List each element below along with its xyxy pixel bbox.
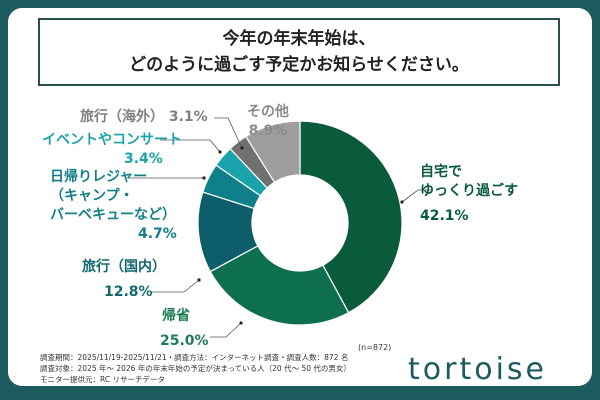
value-dayleisure: 4.7% xyxy=(138,226,177,242)
title-line-2: どのように過ごす予定かお知らせください。 xyxy=(129,55,469,75)
label-overseas-line1: 旅行（海外） xyxy=(80,109,164,125)
note-period: 調査期間：2025/11/19-2025/11/21・調査方法：インターネット調… xyxy=(40,353,349,362)
value-other: 8.9% xyxy=(248,123,288,139)
label-event-line1: イベントやコンサート xyxy=(42,132,182,148)
note-provider: モニター提供元：RC リサーチデータ xyxy=(40,375,165,384)
leader-dot-kisei xyxy=(239,321,243,325)
donut-slice-0 xyxy=(299,120,403,314)
leader-dot-event xyxy=(218,150,222,154)
label-dayleisure-line1: 日帰りレジャー xyxy=(50,169,148,185)
leader-dot-overseas xyxy=(240,146,244,150)
leader-line-home xyxy=(401,189,432,203)
logo-text: tortoise xyxy=(408,352,547,387)
label-home-line1: 自宅で xyxy=(420,164,462,180)
donut-slice-6 xyxy=(245,120,301,184)
label-domestic: 旅行（国内） 12.8% xyxy=(82,258,166,302)
leader-line-kisei xyxy=(210,322,242,338)
label-home: 自宅で ゆっくり過ごす 42.1% xyxy=(420,163,518,226)
label-domestic-line1: 旅行（国内） xyxy=(82,259,166,275)
label-kisei-line1: 帰省 xyxy=(162,308,190,324)
label-other: その他 8.9% xyxy=(247,103,289,141)
label-dayleisure-line3: バーベキューなど） xyxy=(50,207,176,223)
label-overseas: 旅行（海外） 3.1% xyxy=(80,108,208,127)
leader-dot-domestic xyxy=(197,278,201,282)
value-domestic: 12.8% xyxy=(104,284,153,300)
leader-line-event xyxy=(160,139,221,153)
label-other-line1: その他 xyxy=(247,104,289,120)
note-target: 調査対象：2025 年～ 2026 年の年末年始の予定が決まっている人（20 代… xyxy=(40,364,351,373)
sample-size: (n=872) xyxy=(358,343,392,352)
survey-notes: 調査期間：2025/11/19-2025/11/21・調査方法：インターネット調… xyxy=(40,352,351,385)
tortoise-logo: tortoise xyxy=(408,352,547,387)
label-dayleisure: 日帰りレジャー （キャンプ・ バーベキューなど） 4.7% xyxy=(50,168,177,244)
leader-dot-home xyxy=(400,200,404,204)
donut-slice-1 xyxy=(209,245,350,326)
label-event: イベントやコンサート 3.4% xyxy=(42,131,182,169)
value-home: 42.1% xyxy=(420,208,469,224)
leader-line-domestic xyxy=(150,279,200,293)
title-line-1: 今年の年末年始は、 xyxy=(222,29,376,49)
label-dayleisure-line2: （キャンプ・ xyxy=(50,188,134,204)
value-event: 3.4% xyxy=(124,151,163,167)
label-kisei: 帰省 25.0% xyxy=(160,307,209,351)
label-home-line2: ゆっくり過ごす xyxy=(420,183,519,199)
title-box: 今年の年末年始は、 どのように過ごす予定かお知らせください。 xyxy=(38,18,560,86)
value-overseas: 3.1% xyxy=(168,109,208,125)
leader-line-overseas xyxy=(214,117,243,149)
value-kisei: 25.0% xyxy=(160,333,209,349)
leader-dot-dayleisure xyxy=(202,176,206,180)
